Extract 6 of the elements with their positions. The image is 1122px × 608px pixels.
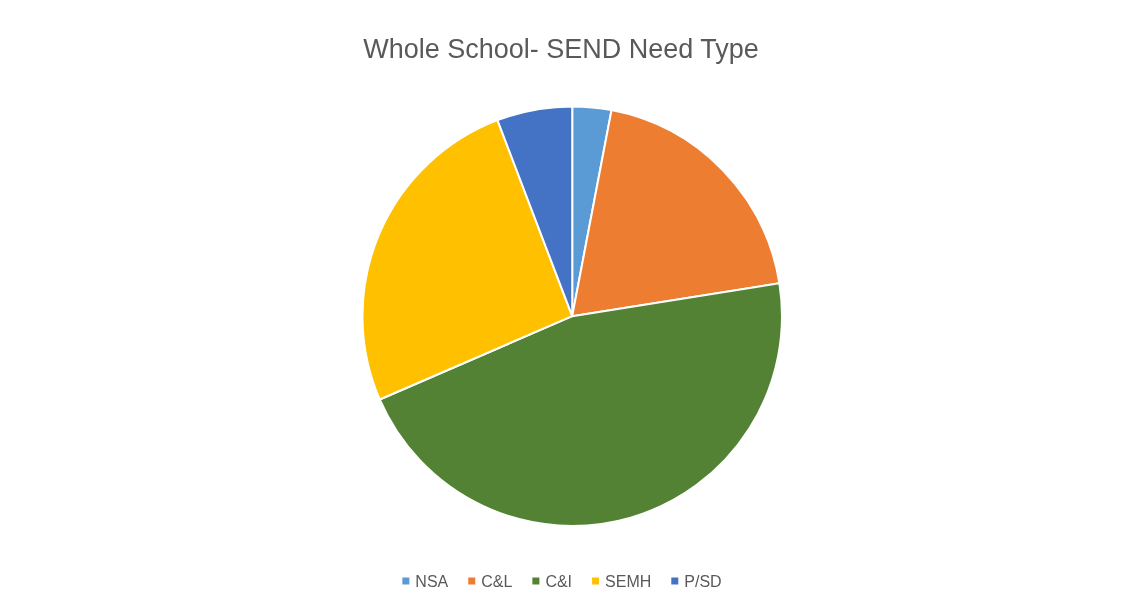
chart-title: Whole School- SEND Need Type bbox=[363, 33, 759, 64]
legend-label: P/SD bbox=[684, 572, 722, 590]
legend-label: C&I bbox=[545, 572, 573, 590]
legend-label: NSA bbox=[415, 572, 449, 590]
legend-label: SEMH bbox=[605, 572, 652, 590]
legend-label: C&L bbox=[481, 572, 513, 590]
